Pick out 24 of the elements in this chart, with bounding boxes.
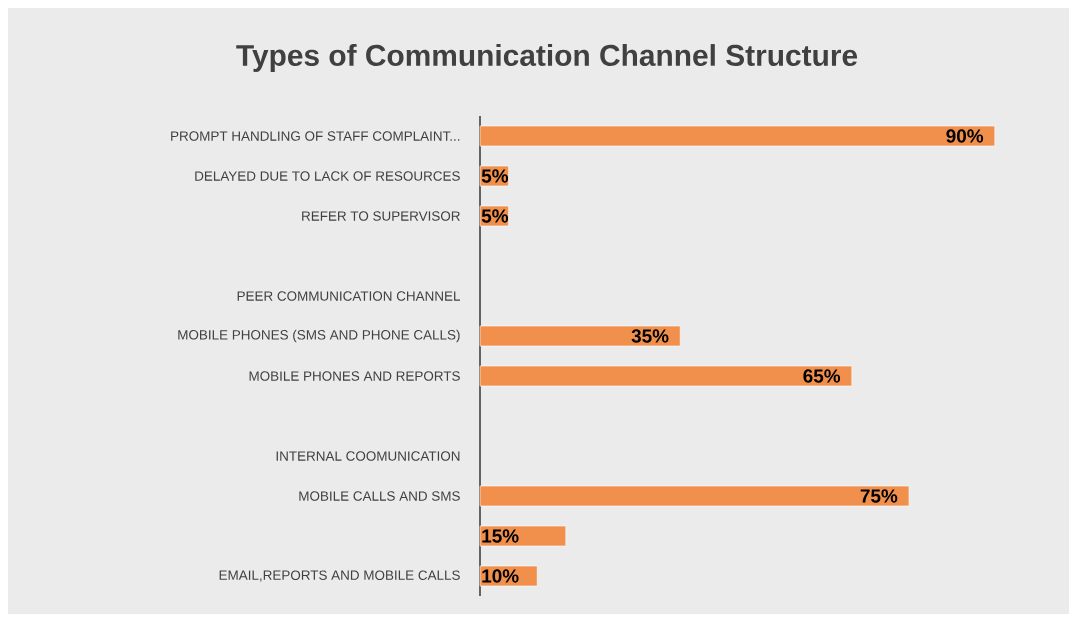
data-label: 75% <box>860 489 898 503</box>
data-label: 65% <box>803 369 841 383</box>
y-tick-label: MOBILE CALLS AND SMS <box>299 491 460 501</box>
y-tick-label: DELAYED DUE TO LACK OF RESOURCES <box>195 171 460 181</box>
data-label: 90% <box>946 129 984 143</box>
y-tick-label: PEER COMMUNICATION CHANNEL <box>237 291 461 301</box>
data-label: 35% <box>631 329 669 343</box>
bar <box>479 125 996 147</box>
bar <box>479 565 538 587</box>
y-tick-label: INTERNAL COOMUNICATION <box>276 451 460 461</box>
y-tick-label: MOBILE PHONES AND REPORTS <box>249 371 460 381</box>
chart-title: Types of Communication Channel Structure <box>236 44 858 72</box>
y-tick-label: MOBILE PHONES (SMS AND PHONE CALLS) <box>178 329 460 343</box>
bar <box>479 325 681 347</box>
y-tick-label: REFER TO SUPERVISOR <box>302 211 460 221</box>
y-tick-label: PROMPT HANDLING OF STAFF COMPLAINT... <box>171 131 460 141</box>
data-label: 15% <box>482 529 519 543</box>
bar <box>479 365 853 387</box>
bar <box>479 525 567 547</box>
data-label: 5% <box>481 169 509 183</box>
bar <box>479 485 910 507</box>
data-label: 10% <box>482 569 519 583</box>
y-tick-label: EMAIL,REPORTS AND MOBILE CALLS <box>219 570 460 582</box>
data-label: 5% <box>481 209 509 223</box>
